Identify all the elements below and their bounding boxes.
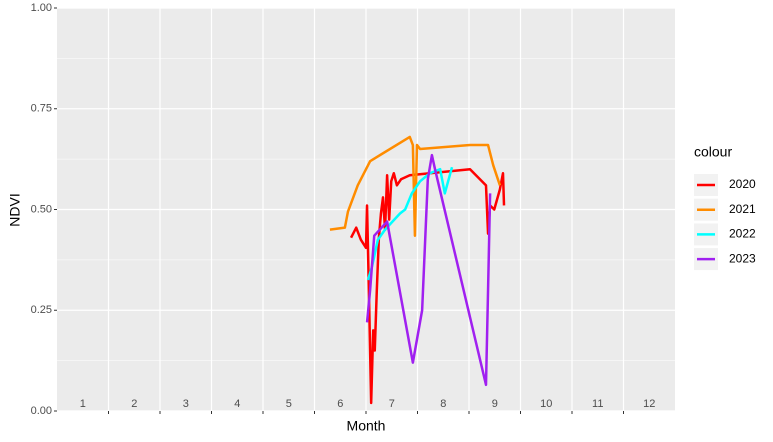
legend-label: 2020 bbox=[729, 177, 756, 191]
y-tick-label: 0.50 bbox=[31, 203, 52, 215]
x-tick-label: 5 bbox=[286, 398, 292, 410]
y-tick-label: 0.00 bbox=[31, 405, 52, 417]
x-tick-label: 3 bbox=[183, 398, 189, 410]
y-tick-label: 0.75 bbox=[31, 103, 52, 115]
x-tick-label: 8 bbox=[440, 398, 446, 410]
y-tick-label: 0.25 bbox=[31, 304, 52, 316]
y-tick-label: 1.00 bbox=[31, 2, 52, 14]
x-tick-label: 1 bbox=[80, 398, 86, 410]
x-tick-label: 7 bbox=[389, 398, 395, 410]
x-tick-label: 10 bbox=[540, 398, 552, 410]
legend-label: 2022 bbox=[729, 227, 756, 241]
line bbox=[365, 153, 492, 387]
x-tick-label: 9 bbox=[492, 398, 498, 410]
y-axis-title: NDVI bbox=[7, 193, 23, 226]
line bbox=[366, 166, 454, 281]
legend-label: 2023 bbox=[729, 251, 756, 265]
x-tick-label: 12 bbox=[643, 398, 655, 410]
x-tick-label: 4 bbox=[234, 398, 240, 410]
legend-title: colour bbox=[694, 144, 732, 160]
x-tick-label: 6 bbox=[337, 398, 343, 410]
legend-label: 2021 bbox=[729, 202, 756, 216]
x-tick-label: 11 bbox=[592, 398, 603, 410]
x-tick-label: 2 bbox=[131, 398, 137, 410]
x-axis-title: Month bbox=[347, 418, 386, 434]
